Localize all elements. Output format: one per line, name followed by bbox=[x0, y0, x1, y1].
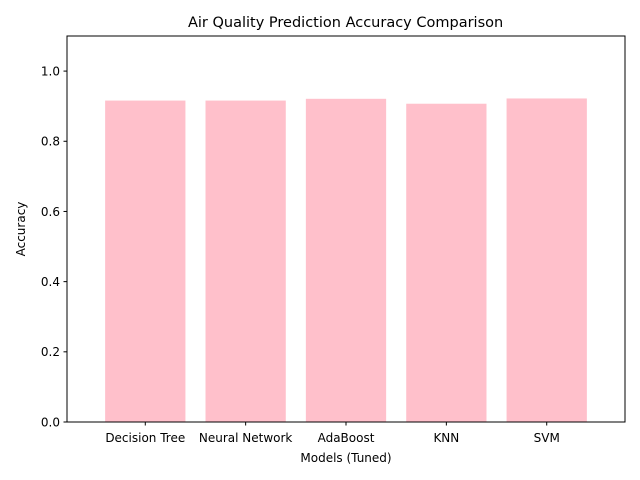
x-tick-label: SVM bbox=[534, 431, 560, 445]
x-tick-label: Decision Tree bbox=[105, 431, 185, 445]
x-tick-label: AdaBoost bbox=[318, 431, 375, 445]
bar-decision-tree bbox=[105, 100, 186, 423]
y-tick-label: 0.0 bbox=[41, 415, 60, 429]
y-tick-label: 0.4 bbox=[41, 275, 60, 289]
y-axis: 0.0 0.2 0.4 0.6 0.8 1.0 bbox=[41, 64, 67, 429]
y-tick-label: 0.8 bbox=[41, 135, 60, 149]
bar-neural-network bbox=[205, 100, 286, 423]
x-axis-label: Models (Tuned) bbox=[300, 451, 391, 465]
y-axis-label: Accuracy bbox=[14, 202, 28, 257]
bar-svm bbox=[506, 98, 587, 422]
chart-title: Air Quality Prediction Accuracy Comparis… bbox=[188, 15, 503, 31]
bars-group bbox=[105, 98, 587, 423]
y-tick-label: 1.0 bbox=[41, 64, 60, 78]
bar-adaboost bbox=[305, 98, 387, 422]
y-tick-label: 0.2 bbox=[41, 345, 60, 359]
x-tick-label: KNN bbox=[433, 431, 459, 445]
x-axis: Decision Tree Neural Network AdaBoost KNN SV… bbox=[105, 422, 560, 445]
y-tick-label: 0.6 bbox=[41, 205, 60, 219]
x-tick-label: Neural Network bbox=[199, 431, 293, 445]
bar-knn bbox=[406, 103, 487, 422]
